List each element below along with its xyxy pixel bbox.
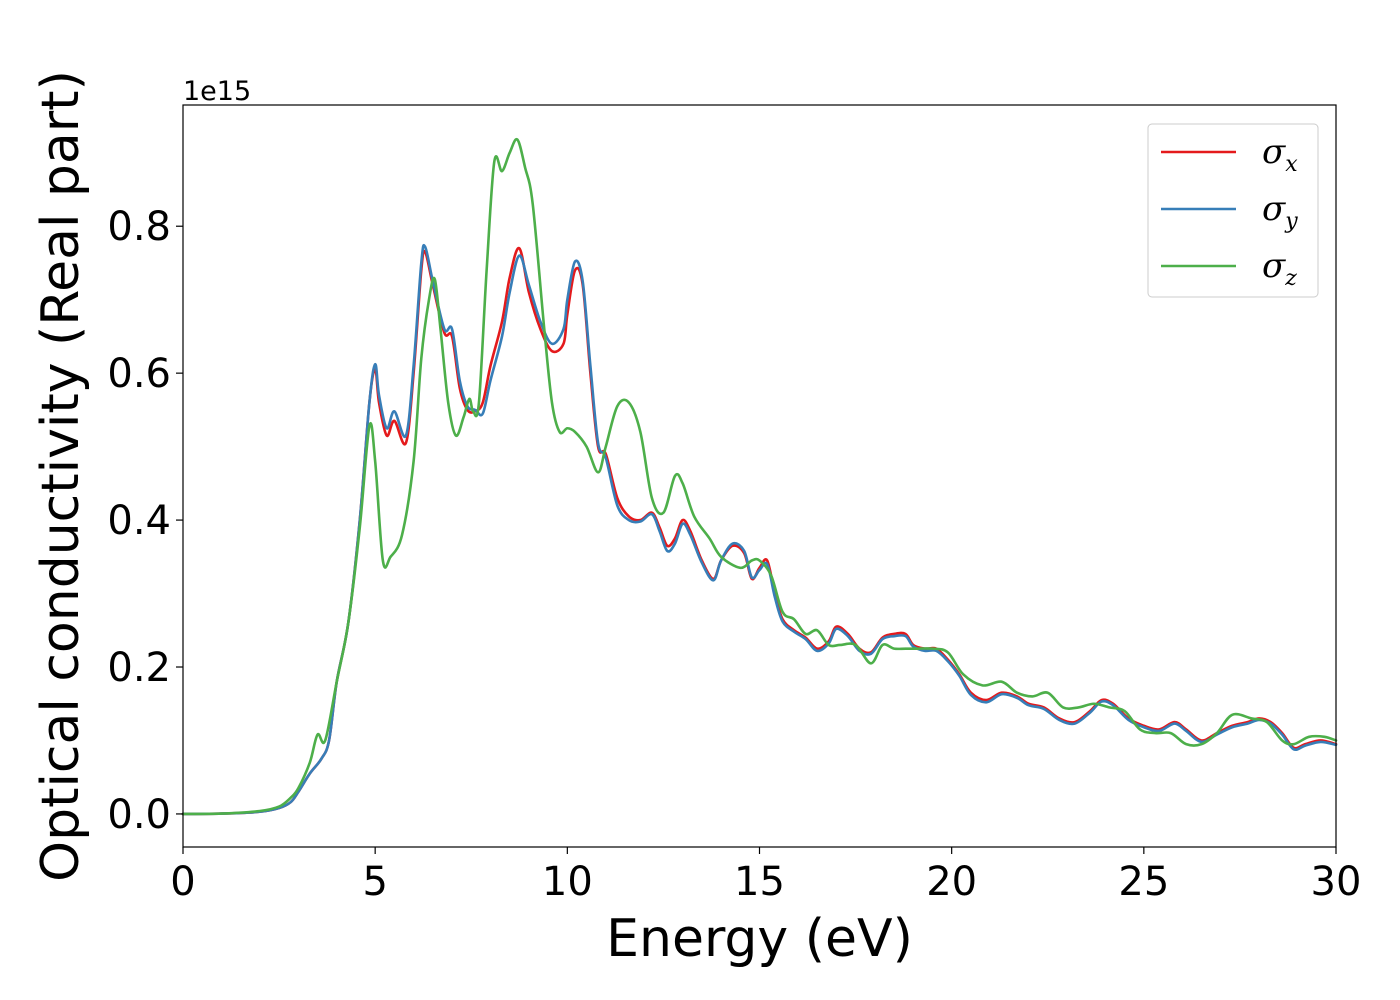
series-line-z xyxy=(181,137,1338,816)
y-tick-label: 0.8 xyxy=(107,204,171,250)
x-tick-label: 0 xyxy=(170,859,195,905)
x-tick-label: 15 xyxy=(734,859,785,905)
y-tick-label: 0.0 xyxy=(107,792,171,838)
legend-label-x: σx xyxy=(1262,132,1298,177)
x-tick-label: 5 xyxy=(362,859,387,905)
y-tick-label: 0.4 xyxy=(107,498,171,544)
x-tick-label: 30 xyxy=(1311,859,1362,905)
series-line-y xyxy=(181,243,1338,816)
legend-label-y: σy xyxy=(1262,189,1298,234)
legend: σx σy σz xyxy=(1147,123,1319,298)
y-tick-label: 0.2 xyxy=(107,645,171,691)
y-axis-offset-label: 1e15 xyxy=(183,76,251,107)
x-axis-label: Energy (eV) xyxy=(606,909,913,969)
x-axis-ticks: 0 5 10 15 20 25 30 xyxy=(170,847,1361,905)
y-tick-label: 0.6 xyxy=(107,351,171,397)
legend-frame xyxy=(1147,123,1319,298)
x-tick-label: 25 xyxy=(1118,859,1169,905)
x-tick-label: 20 xyxy=(926,859,977,905)
x-tick-label: 10 xyxy=(542,859,593,905)
plot-lines xyxy=(181,137,1338,816)
y-axis-label: Optical conductivity (Real part) xyxy=(31,70,91,882)
y-axis-ticks: 0.0 0.2 0.4 0.6 0.8 xyxy=(107,204,183,838)
legend-label-z: σz xyxy=(1262,246,1297,291)
